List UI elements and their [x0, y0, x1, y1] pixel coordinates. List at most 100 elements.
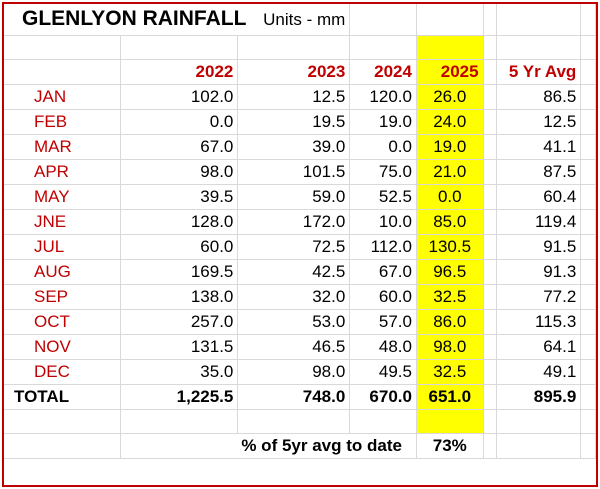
header-2022[interactable]: 2022: [120, 59, 239, 85]
value-2025[interactable]: 21.0: [416, 159, 484, 185]
value-2025[interactable]: 32.5: [416, 284, 484, 310]
cell[interactable]: [580, 134, 596, 160]
month-label[interactable]: DEC: [4, 359, 122, 385]
value-2025[interactable]: 32.5: [416, 359, 484, 385]
total-2025[interactable]: 651.0: [416, 384, 484, 410]
value-5yr-avg[interactable]: 77.2: [496, 284, 582, 310]
cell[interactable]: [483, 433, 498, 459]
value-2024[interactable]: 57.0: [349, 309, 417, 335]
value-2023[interactable]: 32.0: [237, 284, 351, 310]
total-2024[interactable]: 670.0: [349, 384, 417, 410]
month-label[interactable]: JNE: [4, 209, 122, 235]
cell[interactable]: [496, 35, 582, 60]
value-2022[interactable]: 138.0: [120, 284, 239, 310]
total-2022[interactable]: 1,225.5: [120, 384, 239, 410]
value-5yr-avg[interactable]: 87.5: [496, 159, 582, 185]
month-label[interactable]: MAY: [4, 184, 122, 210]
cell[interactable]: [237, 409, 351, 434]
cell[interactable]: [483, 35, 498, 60]
cell[interactable]: [483, 209, 498, 235]
cell-highlight[interactable]: [416, 35, 484, 60]
cell[interactable]: [349, 35, 417, 60]
value-5yr-avg[interactable]: 49.1: [496, 359, 582, 385]
cell[interactable]: [580, 259, 596, 285]
cell[interactable]: [483, 259, 498, 285]
cell[interactable]: [580, 109, 596, 135]
value-5yr-avg[interactable]: 91.5: [496, 234, 582, 260]
value-2023[interactable]: 53.0: [237, 309, 351, 335]
value-2022[interactable]: 0.0: [120, 109, 239, 135]
value-2023[interactable]: 72.5: [237, 234, 351, 260]
month-label[interactable]: AUG: [4, 259, 122, 285]
value-2024[interactable]: 49.5: [349, 359, 417, 385]
value-2025[interactable]: 24.0: [416, 109, 484, 135]
month-label[interactable]: JAN: [4, 84, 122, 110]
sheet-title-cell[interactable]: GLENLYON RAINFALL Units - mm: [4, 4, 351, 36]
cell[interactable]: [483, 334, 498, 360]
cell[interactable]: [580, 359, 596, 385]
cell[interactable]: [4, 433, 122, 459]
value-5yr-avg[interactable]: 86.5: [496, 84, 582, 110]
cell[interactable]: [4, 59, 122, 85]
cell[interactable]: [4, 35, 122, 60]
value-2025[interactable]: 26.0: [416, 84, 484, 110]
value-2023[interactable]: 101.5: [237, 159, 351, 185]
value-2024[interactable]: 52.5: [349, 184, 417, 210]
cell[interactable]: [483, 409, 498, 434]
value-2023[interactable]: 46.5: [237, 334, 351, 360]
cell[interactable]: [120, 35, 239, 60]
cell[interactable]: [580, 84, 596, 110]
cell[interactable]: [483, 359, 498, 385]
value-2024[interactable]: 112.0: [349, 234, 417, 260]
cell[interactable]: [580, 309, 596, 335]
cell[interactable]: [483, 309, 498, 335]
value-2022[interactable]: 98.0: [120, 159, 239, 185]
cell[interactable]: [483, 134, 498, 160]
value-2025[interactable]: 98.0: [416, 334, 484, 360]
value-2025[interactable]: 0.0: [416, 184, 484, 210]
cell[interactable]: [237, 35, 351, 60]
value-5yr-avg[interactable]: 115.3: [496, 309, 582, 335]
value-2024[interactable]: 67.0: [349, 259, 417, 285]
value-2022[interactable]: 67.0: [120, 134, 239, 160]
value-2024[interactable]: 48.0: [349, 334, 417, 360]
value-2025[interactable]: 96.5: [416, 259, 484, 285]
value-2022[interactable]: 128.0: [120, 209, 239, 235]
value-2023[interactable]: 42.5: [237, 259, 351, 285]
value-2023[interactable]: 59.0: [237, 184, 351, 210]
header-2025[interactable]: 2025: [416, 59, 484, 85]
cell[interactable]: [483, 84, 498, 110]
cell[interactable]: [580, 384, 596, 410]
cell[interactable]: [483, 184, 498, 210]
value-2022[interactable]: 39.5: [120, 184, 239, 210]
cell[interactable]: [349, 4, 417, 36]
cell[interactable]: [580, 4, 596, 36]
cell[interactable]: [349, 409, 417, 434]
value-5yr-avg[interactable]: 119.4: [496, 209, 582, 235]
value-2025[interactable]: 130.5: [416, 234, 484, 260]
cell[interactable]: [483, 109, 498, 135]
value-2022[interactable]: 131.5: [120, 334, 239, 360]
value-2025[interactable]: 19.0: [416, 134, 484, 160]
value-2023[interactable]: 172.0: [237, 209, 351, 235]
cell[interactable]: [483, 59, 498, 85]
value-5yr-avg[interactable]: 12.5: [496, 109, 582, 135]
total-2023[interactable]: 748.0: [237, 384, 351, 410]
month-label[interactable]: JUL: [4, 234, 122, 260]
cell[interactable]: [580, 433, 596, 459]
value-2023[interactable]: 39.0: [237, 134, 351, 160]
value-5yr-avg[interactable]: 91.3: [496, 259, 582, 285]
cell[interactable]: [483, 384, 498, 410]
value-2022[interactable]: 60.0: [120, 234, 239, 260]
header-2024[interactable]: 2024: [349, 59, 417, 85]
cell[interactable]: [580, 184, 596, 210]
summary-label[interactable]: % of 5yr avg to date: [120, 433, 417, 459]
cell[interactable]: [120, 409, 239, 434]
month-label[interactable]: MAR: [4, 134, 122, 160]
cell[interactable]: [416, 4, 484, 36]
value-2022[interactable]: 35.0: [120, 359, 239, 385]
value-5yr-avg[interactable]: 60.4: [496, 184, 582, 210]
month-label[interactable]: SEP: [4, 284, 122, 310]
cell-highlight[interactable]: [416, 409, 484, 434]
total-label[interactable]: TOTAL: [4, 384, 122, 410]
